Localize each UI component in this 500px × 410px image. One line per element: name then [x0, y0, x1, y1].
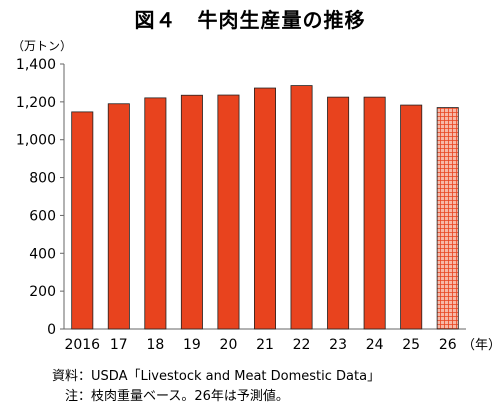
- y-tick-label: 0: [47, 322, 56, 338]
- source-text: USDA「Livestock and Meat Domestic Data」: [91, 369, 381, 384]
- source-label: 資料：: [52, 369, 92, 384]
- y-tick-label: 200: [29, 284, 56, 300]
- x-tick-label: 22: [293, 337, 311, 353]
- bar: [400, 104, 423, 330]
- source-note: 資料：USDA「Livestock and Meat Domestic Data…: [52, 368, 380, 386]
- bar: [71, 111, 94, 330]
- y-axis-ticks: 0 200 400 600 800 1,000 1,200 1,400: [16, 57, 64, 338]
- x-tick-label: 21: [256, 337, 274, 353]
- y-tick-label: 800: [29, 171, 56, 187]
- x-axis-ticks: 2016 17 18 19 20 21 22 23 24 25 26: [64, 337, 456, 353]
- bar: [180, 94, 203, 330]
- y-tick-label: 1,400: [16, 57, 56, 73]
- bar-chart: （万トン） （年） 0 200 400 600 800 1,000 1,200 1,400 2…: [12, 39, 500, 353]
- bar: [290, 85, 313, 330]
- footnote-label: 注：: [52, 389, 92, 404]
- x-tick-label: 24: [366, 337, 384, 353]
- footnote-text: 枝肉重量ベース。26年は予測値。: [91, 389, 289, 404]
- y-tick-label: 1,200: [16, 95, 56, 111]
- x-tick-label: 25: [402, 337, 420, 353]
- bar: [144, 97, 167, 330]
- bars: [71, 85, 459, 330]
- bar: [107, 103, 130, 330]
- x-tick-label: 2016: [64, 337, 100, 353]
- x-tick-label: 26: [439, 337, 457, 353]
- y-tick-label: 400: [29, 246, 56, 262]
- x-tick-label: 20: [220, 337, 238, 353]
- x-tick-label: 17: [110, 337, 128, 353]
- x-tick-label: 18: [146, 337, 164, 353]
- chart-title: 図４ 牛肉生産量の推移: [134, 8, 366, 32]
- x-unit-label: （年）: [462, 338, 500, 353]
- bar: [363, 96, 386, 330]
- y-tick-label: 600: [29, 208, 56, 224]
- x-tick-label: 19: [183, 337, 201, 353]
- bar-projected: [436, 107, 459, 330]
- bar: [327, 96, 350, 330]
- x-tick-label: 23: [329, 337, 347, 353]
- bar: [217, 94, 240, 330]
- y-unit-label: （万トン）: [12, 39, 72, 53]
- y-tick-label: 1,000: [16, 133, 56, 149]
- bar: [254, 87, 276, 330]
- footnote: 注：枝肉重量ベース。26年は予測値。: [52, 388, 289, 406]
